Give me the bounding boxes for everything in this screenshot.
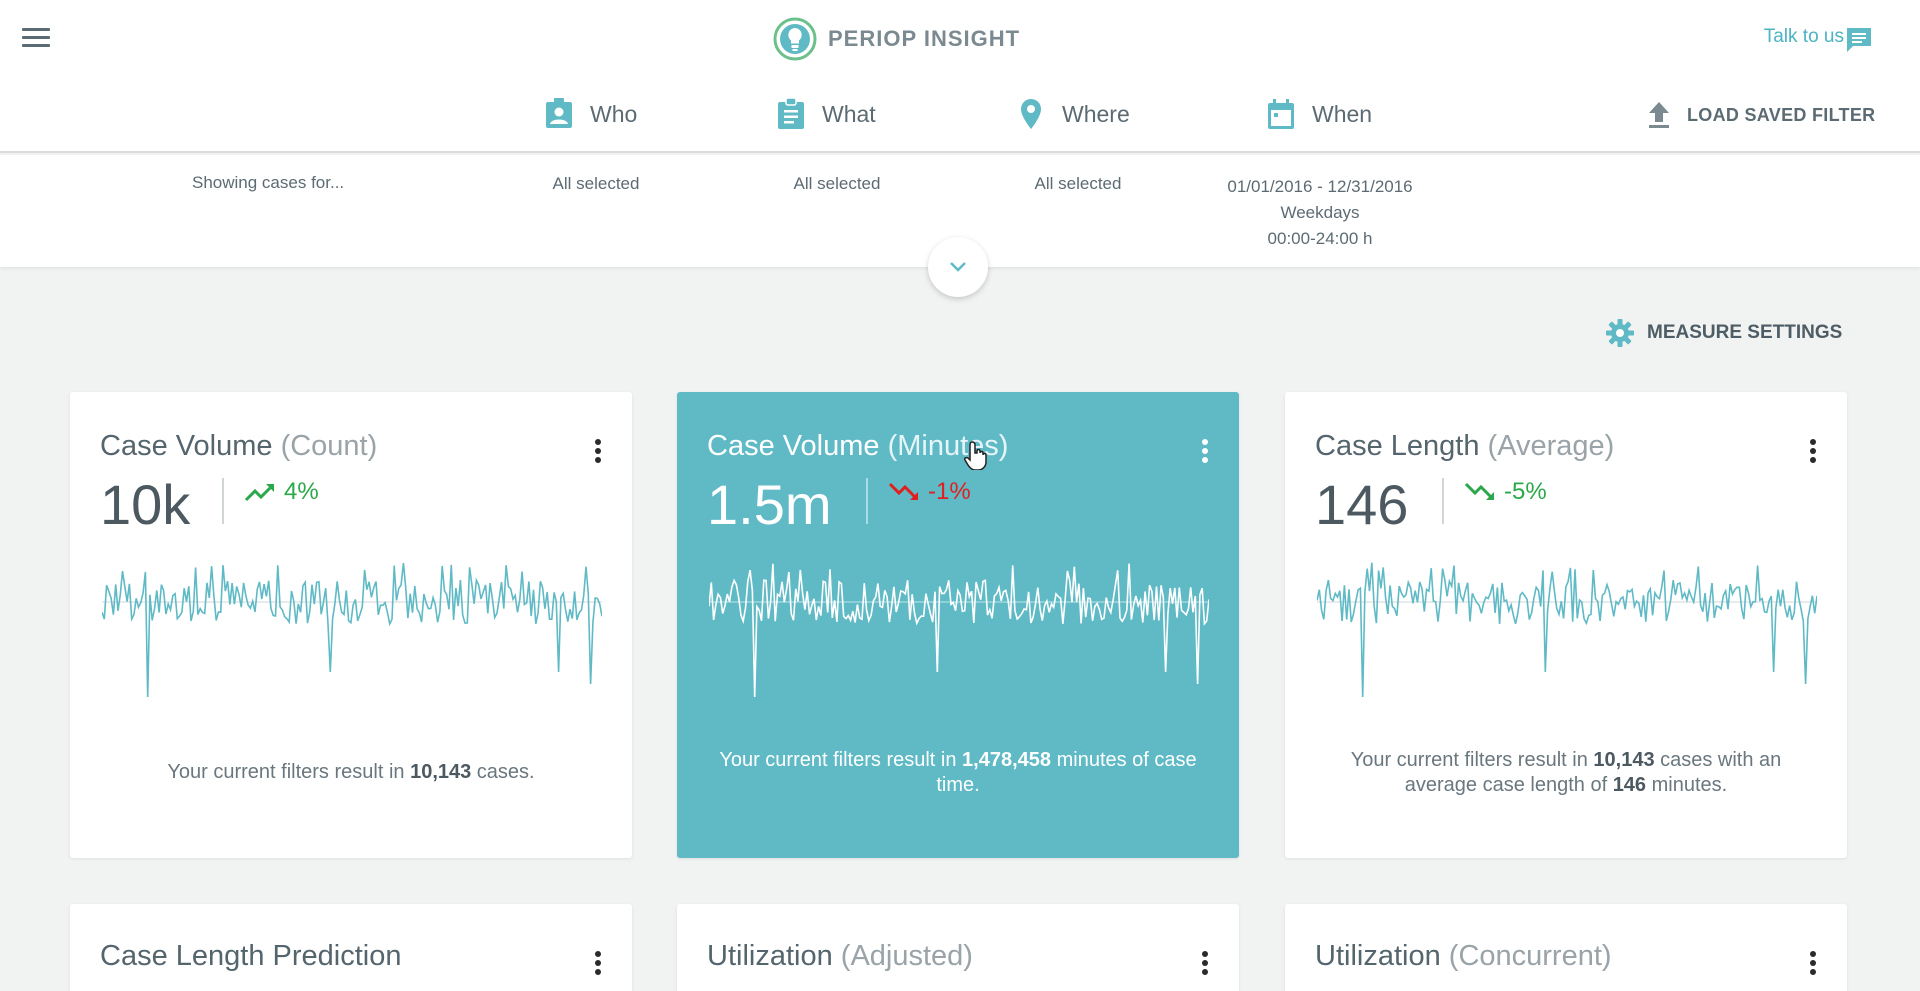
trend-indicator: -5%	[1464, 478, 1547, 506]
when-value: 01/01/2016 - 12/31/2016 Weekdays 00:00-2…	[1200, 174, 1440, 252]
desc-count: 10,143	[1593, 749, 1654, 771]
trending-down-icon	[1464, 478, 1496, 506]
sparkline-chart	[1317, 550, 1817, 700]
card-title: Utilization (Adjusted)	[707, 940, 973, 973]
sparkline-chart	[709, 550, 1209, 700]
what-value: All selected	[791, 174, 883, 194]
trending-down-icon	[888, 478, 920, 506]
tab-when-label: When	[1312, 101, 1372, 128]
when-days: Weekdays	[1200, 200, 1440, 226]
card-case-volume-count[interactable]: Case Volume (Count) 10k 4% Your current …	[70, 392, 632, 858]
card-title-sub: (Average)	[1488, 430, 1615, 462]
lightbulb-logo-icon	[772, 16, 818, 62]
where-value: All selected	[1032, 174, 1124, 194]
card-title-sub: (Concurrent)	[1449, 940, 1612, 972]
load-saved-filter-button[interactable]: LOAD SAVED FILTER	[1645, 100, 1875, 130]
trend-value: -5%	[1504, 478, 1547, 506]
card-case-length-average[interactable]: Case Length (Average) 146 -5% Your curre…	[1285, 392, 1847, 858]
card-title-main: Case Volume	[100, 430, 273, 462]
spark-series-line	[1317, 563, 1817, 697]
person-badge-icon	[544, 98, 574, 130]
card-utilization-concurrent[interactable]: Utilization (Concurrent)	[1285, 904, 1847, 991]
card-description: Your current filters result in 1,478,458…	[717, 748, 1199, 798]
trending-up-icon	[244, 478, 276, 506]
trend-indicator: -1%	[888, 478, 971, 506]
trend-indicator: 4%	[244, 478, 319, 506]
card-title-main: Utilization	[1315, 940, 1441, 972]
talk-label: Talk to us	[1764, 26, 1844, 48]
trend-value: -1%	[928, 478, 971, 506]
tab-who-label: Who	[590, 101, 637, 128]
spark-series-line	[709, 564, 1209, 698]
card-utilization-adjusted[interactable]: Utilization (Adjusted)	[677, 904, 1239, 991]
who-value: All selected	[550, 174, 642, 194]
expand-filters-button[interactable]	[928, 237, 988, 297]
card-title: Case Length Prediction	[100, 940, 401, 973]
top-bar: PERIOP INSIGHT Talk to us Who What	[0, 0, 1920, 153]
chevron-down-icon	[948, 260, 968, 274]
more-options-icon[interactable]	[594, 439, 602, 465]
calendar-icon	[1266, 98, 1296, 130]
card-case-length-prediction[interactable]: Case Length Prediction	[70, 904, 632, 991]
desc-text-end: cases.	[471, 761, 534, 783]
tab-what[interactable]: What	[776, 96, 876, 132]
upload-icon	[1645, 100, 1673, 130]
card-title-sub: (Adjusted)	[841, 940, 973, 972]
brand[interactable]: PERIOP INSIGHT	[772, 16, 1020, 62]
more-options-icon[interactable]	[1809, 951, 1817, 977]
trend-value: 4%	[284, 478, 319, 506]
card-title-main: Case Volume	[707, 430, 880, 462]
desc-text-end: minutes.	[1646, 774, 1727, 796]
more-options-icon[interactable]	[1201, 439, 1209, 465]
when-date-range: 01/01/2016 - 12/31/2016	[1200, 174, 1440, 200]
tab-what-label: What	[822, 101, 876, 128]
desc-text: Your current filters result in	[1351, 749, 1594, 771]
location-pin-icon	[1016, 98, 1046, 130]
desc-text: Your current filters result in	[167, 761, 410, 783]
tab-where[interactable]: Where	[1016, 96, 1130, 132]
metric-value: 146	[1315, 472, 1408, 537]
card-title: Case Length (Average)	[1315, 430, 1614, 463]
chat-icon[interactable]	[1844, 25, 1874, 55]
desc-minutes: 1,478,458	[962, 749, 1051, 771]
tab-when[interactable]: When	[1266, 96, 1372, 132]
measure-settings-button[interactable]: MEASURE SETTINGS	[1605, 318, 1842, 348]
tab-where-label: Where	[1062, 101, 1130, 128]
card-title-main: Utilization	[707, 940, 833, 972]
value-divider	[222, 478, 224, 524]
clipboard-icon	[776, 98, 806, 130]
metric-value: 1.5m	[707, 472, 832, 537]
more-options-icon[interactable]	[1809, 439, 1817, 465]
metric-value: 10k	[100, 472, 190, 537]
spark-series-line	[102, 563, 602, 697]
card-description: Your current filters result in 10,143 ca…	[1325, 748, 1807, 798]
hamburger-menu-icon[interactable]	[22, 28, 50, 50]
value-divider	[1442, 478, 1444, 524]
desc-text: Your current filters result in	[719, 749, 962, 771]
talk-to-us-link[interactable]: Talk to us	[1764, 26, 1844, 48]
card-title: Utilization (Concurrent)	[1315, 940, 1612, 973]
desc-average: 146	[1613, 774, 1646, 796]
card-title: Case Volume (Count)	[100, 430, 377, 463]
tab-who[interactable]: Who	[544, 96, 637, 132]
more-options-icon[interactable]	[594, 951, 602, 977]
card-title-main: Case Length Prediction	[100, 940, 401, 972]
showing-cases-label: Showing cases for...	[192, 173, 344, 193]
load-filter-label: LOAD SAVED FILTER	[1687, 105, 1875, 126]
card-title-sub: (Minutes)	[888, 430, 1009, 462]
card-description: Your current filters result in 10,143 ca…	[110, 760, 592, 785]
value-divider	[866, 478, 868, 524]
measure-settings-label: MEASURE SETTINGS	[1647, 322, 1842, 344]
more-options-icon[interactable]	[1201, 951, 1209, 977]
sparkline-chart	[102, 550, 602, 700]
app-name: PERIOP INSIGHT	[828, 26, 1020, 52]
desc-count: 10,143	[410, 761, 471, 783]
gear-icon	[1605, 318, 1635, 348]
card-title-main: Case Length	[1315, 430, 1479, 462]
when-hours: 00:00-24:00 h	[1200, 226, 1440, 252]
hand-cursor-icon	[964, 440, 990, 470]
card-title-sub: (Count)	[281, 430, 378, 462]
card-case-volume-minutes[interactable]: Case Volume (Minutes) 1.5m -1% Your curr…	[677, 392, 1239, 858]
